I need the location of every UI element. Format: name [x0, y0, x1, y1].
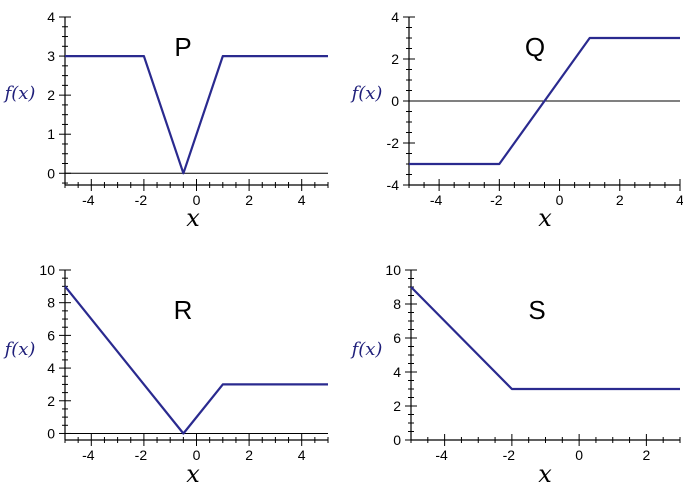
- x-axis-label: x: [538, 460, 552, 488]
- x-tick-label: 0: [193, 447, 201, 463]
- y-tick-label: 4: [393, 364, 401, 380]
- y-tick-label: 4: [391, 9, 399, 25]
- y-tick-label: 6: [393, 330, 401, 346]
- y-tick-label: -2: [387, 135, 400, 151]
- x-tick-label: 4: [676, 192, 683, 208]
- x-tick-label: -2: [490, 192, 503, 208]
- panel-title: P: [174, 32, 191, 62]
- series-line: [65, 54, 328, 175]
- y-tick-label: -4: [387, 177, 400, 193]
- x-tick-label: 4: [298, 192, 306, 208]
- y-tick-label: 4: [47, 9, 55, 25]
- x-tick-label: 2: [616, 192, 624, 208]
- series-line: [409, 36, 680, 166]
- y-tick-label: 8: [47, 295, 55, 311]
- x-axis-label: x: [538, 204, 552, 232]
- x-tick-label: 0: [556, 192, 564, 208]
- y-tick-label: 8: [393, 296, 401, 312]
- y-tick-label: 10: [39, 262, 55, 278]
- panel-title: S: [528, 295, 545, 325]
- panel-r: 0 2 4 6 8 10 -4 -2 0 2 4 Rf(x) x: [3, 262, 329, 488]
- series-line: [64, 285, 328, 435]
- x-tick-label: 0: [193, 192, 201, 208]
- y-tick-label: 2: [47, 393, 55, 409]
- x-tick-label: -4: [435, 447, 448, 463]
- y-tick-label: 4: [47, 360, 55, 376]
- y-axis-label: f(x): [3, 83, 36, 104]
- y-axis-label: f(x): [3, 339, 36, 360]
- x-tick-label: -4: [82, 192, 95, 208]
- x-tick-label: -2: [503, 447, 516, 463]
- panel-p: 0 1 2 3 4 -4 -2 0 2 4 Pf(x) x: [3, 9, 329, 232]
- y-tick-label: 0: [393, 432, 401, 448]
- y-tick-label: 10: [385, 262, 401, 278]
- y-tick-label: 6: [47, 327, 55, 343]
- y-tick-label: 2: [47, 87, 55, 103]
- panel-q: -4 -2 0 2 4 -4 -2 0 2 4 Qf(x) x: [350, 9, 683, 232]
- y-tick-label: 2: [391, 51, 399, 67]
- x-axis-label: x: [186, 460, 200, 488]
- y-axis-label: f(x): [350, 83, 383, 104]
- x-tick-label: -4: [430, 192, 443, 208]
- x-tick-label: -4: [82, 447, 95, 463]
- y-tick-label: 0: [47, 165, 55, 181]
- y-tick-label: 1: [47, 126, 55, 142]
- panel-s: 0 2 4 6 8 10 -4 -2 0 2 Sf(x) x: [350, 262, 681, 488]
- y-tick-label: 3: [47, 48, 55, 64]
- y-tick-label: 2: [393, 398, 401, 414]
- y-tick-label: 0: [47, 425, 55, 441]
- y-axis-label: f(x): [350, 339, 383, 360]
- y-tick-label: 0: [391, 93, 399, 109]
- x-tick-label: 4: [298, 447, 306, 463]
- x-tick-label: -2: [135, 447, 148, 463]
- x-tick-label: 2: [245, 447, 253, 463]
- series-line: [410, 286, 680, 391]
- x-axis-label: x: [186, 204, 200, 232]
- x-tick-label: -2: [135, 192, 148, 208]
- panel-title: Q: [525, 32, 545, 62]
- x-tick-label: 2: [642, 447, 650, 463]
- x-tick-label: 0: [575, 447, 583, 463]
- panel-title: R: [174, 295, 193, 325]
- x-tick-label: 2: [245, 192, 253, 208]
